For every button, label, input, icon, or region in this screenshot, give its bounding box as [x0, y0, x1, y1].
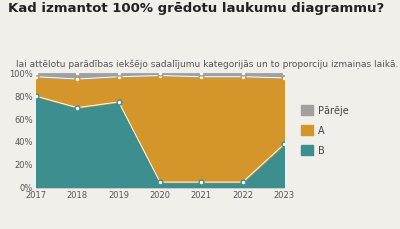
Text: Kad izmantot 100% grēdotu laukumu diagrammu?: Kad izmantot 100% grēdotu laukumu diagra…	[8, 2, 384, 15]
Legend: Pārēje, A, B: Pārēje, A, B	[301, 105, 348, 156]
Text: lai attēlotu parādības iekšējo sadalījumu kategorijās un to proporciju izmaiņas : lai attēlotu parādības iekšējo sadalījum…	[16, 60, 398, 69]
